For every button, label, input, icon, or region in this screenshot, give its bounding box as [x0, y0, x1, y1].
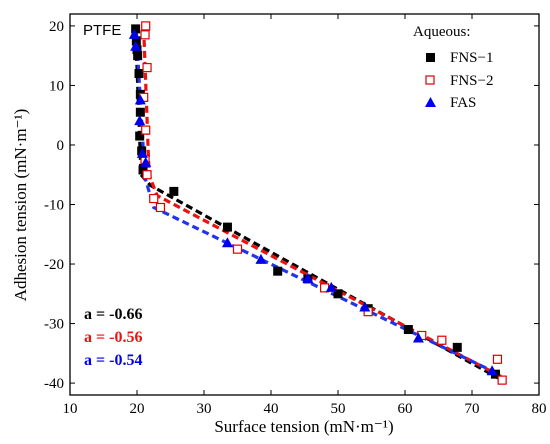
point-triangle [486, 365, 498, 376]
point-open-square [141, 125, 151, 135]
x-tick-label: 10 [63, 401, 78, 417]
point-open-square [155, 202, 166, 213]
point-square [222, 222, 232, 232]
point-triangle [128, 28, 140, 39]
point-triangle [221, 237, 233, 248]
y-axis-title: Adhesion tension (mN·m⁻¹) [11, 109, 30, 302]
point-open-square [141, 21, 151, 31]
slope-label-fas: a = -0.54 [84, 352, 142, 369]
axis-ticks: 10 20 30 40 50 60 70 80 -40 -30 -20 -10 0 10 20 [44, 14, 547, 417]
point-triangle [412, 332, 424, 343]
point-open-square [437, 335, 447, 345]
point-square [169, 186, 179, 196]
point-open-square [140, 30, 150, 40]
x-axis-title: Surface tension (mN·m⁻¹) [214, 417, 393, 436]
y-tick-label: 0 [57, 138, 65, 154]
point-square [333, 289, 343, 299]
fit-line [134, 31, 500, 376]
y-tick-label: 20 [49, 19, 64, 35]
y-tick-label: 10 [49, 78, 64, 94]
x-tick-label: 50 [331, 401, 346, 417]
legend-label-fns1: FNS−1 [450, 50, 493, 66]
y-tick-label: -20 [44, 257, 64, 273]
point-square [133, 51, 143, 61]
point-open-square [492, 354, 503, 364]
data-points [128, 21, 507, 385]
point-triangle [140, 156, 152, 167]
y-tick-label: -30 [44, 317, 64, 333]
point-open-square [142, 62, 152, 73]
legend-title: Aqueous: [413, 24, 471, 40]
legend-marker-fns1 [426, 53, 435, 62]
point-square [131, 36, 141, 46]
point-open-square [232, 244, 243, 254]
x-tick-label: 70 [465, 401, 480, 417]
point-triangle [302, 272, 314, 283]
slope-label-fns2: a = -0.56 [84, 329, 142, 346]
x-tick-label: 40 [264, 401, 279, 417]
point-open-square [497, 375, 507, 385]
point-triangle [130, 40, 142, 51]
point-triangle [136, 147, 148, 158]
point-open-square [142, 170, 152, 180]
y-tick-label: -10 [44, 198, 64, 214]
legend-marker-fas [425, 97, 436, 107]
legend-label-fns2: FNS−2 [450, 73, 493, 89]
point-square [134, 69, 144, 79]
point-square [131, 24, 141, 34]
point-square [135, 107, 145, 117]
x-tick-label: 60 [398, 401, 413, 417]
point-square [403, 325, 413, 335]
point-open-square [149, 193, 159, 204]
point-square [138, 165, 148, 175]
x-tick-label: 80 [532, 401, 547, 417]
legend-label-fas: FAS [450, 95, 476, 111]
fit-line [142, 28, 503, 379]
point-triangle [134, 115, 146, 126]
point-square [135, 131, 145, 141]
point-square [273, 266, 283, 276]
fit-line [134, 31, 503, 382]
slope-label-fns1: a = -0.66 [84, 306, 142, 323]
x-tick-label: 30 [197, 401, 212, 417]
x-tick-label: 20 [130, 401, 145, 417]
legend: Aqueous: FNS−1 FNS−2 FAS [413, 24, 493, 111]
y-tick-label: -40 [44, 376, 64, 392]
point-triangle [255, 253, 267, 264]
point-triangle [325, 281, 337, 292]
legend-marker-fns2 [425, 75, 435, 85]
point-triangle [134, 94, 146, 105]
point-triangle [359, 301, 371, 312]
fit-lines [134, 28, 503, 382]
point-square [452, 342, 462, 352]
panel-label: PTFE [83, 22, 121, 39]
